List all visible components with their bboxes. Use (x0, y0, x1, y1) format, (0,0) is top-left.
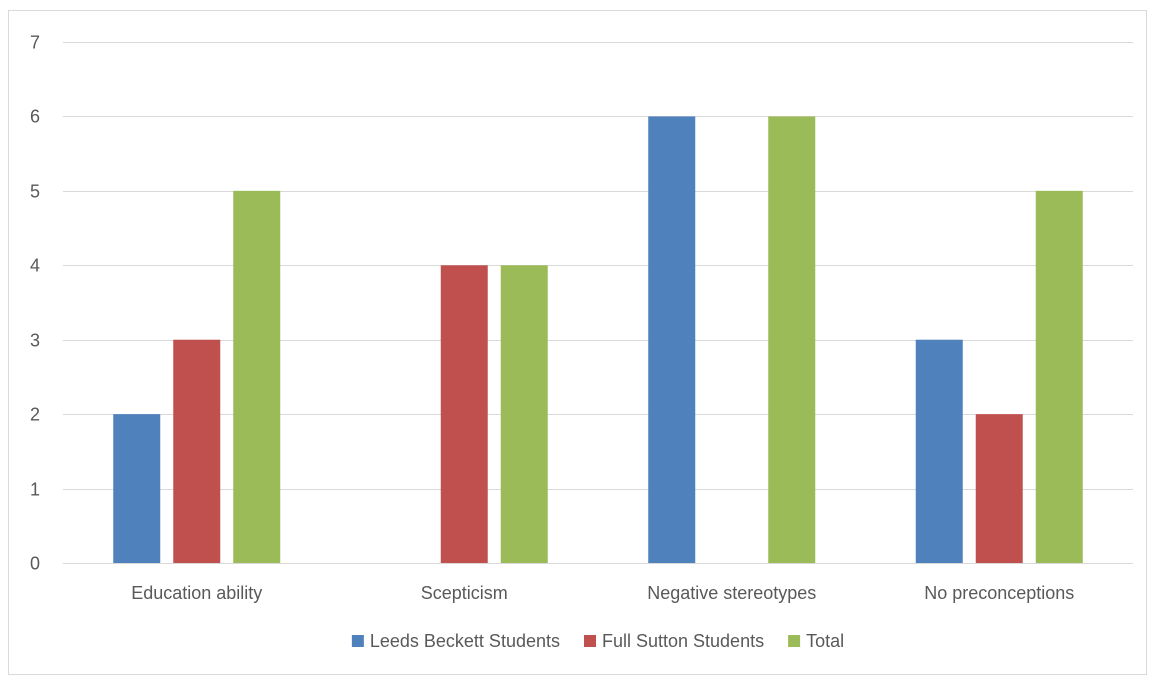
legend-swatch (351, 635, 364, 647)
bar-total-2 (768, 116, 816, 563)
bar-total-3 (1035, 190, 1083, 563)
x-axis-category-labels: Education ability Scepticism Negative ster… (131, 583, 1074, 603)
legend-item: Leeds Beckett Students (351, 631, 560, 651)
bar-leeds-beckett-students-2 (648, 116, 696, 563)
y-axis-tick-labels: 0 1 2 3 4 5 6 7 (30, 33, 40, 574)
bar-leeds-beckett-students-3 (915, 339, 963, 563)
legend-swatch (788, 635, 801, 647)
y-tick-label: 7 (30, 33, 40, 53)
bars (113, 116, 1083, 563)
x-category-label: Scepticism (421, 583, 508, 603)
y-tick-label: 2 (30, 405, 40, 425)
bar-full-sutton-students-0 (173, 339, 221, 563)
bar-leeds-beckett-students-0 (113, 414, 161, 563)
legend-item: Total (788, 631, 844, 651)
legend: Leeds Beckett Students Full Sutton Studen… (351, 631, 844, 651)
x-category-label: Negative stereotypes (647, 583, 816, 603)
legend-label: Leeds Beckett Students (370, 631, 560, 651)
x-category-label: Education ability (131, 583, 262, 603)
y-tick-label: 6 (30, 107, 40, 127)
y-tick-label: 4 (30, 256, 40, 276)
y-tick-label: 5 (30, 182, 40, 202)
bar-total-1 (500, 265, 548, 563)
bar-full-sutton-students-1 (440, 265, 488, 563)
x-category-label: No preconceptions (924, 583, 1074, 603)
y-tick-label: 3 (30, 331, 40, 351)
gridlines (63, 42, 1133, 564)
y-tick-label: 1 (30, 480, 40, 500)
y-tick-label: 0 (30, 554, 40, 574)
legend-label: Total (806, 631, 844, 651)
bar-total-0 (233, 190, 281, 563)
legend-label: Full Sutton Students (602, 631, 764, 651)
legend-swatch (583, 635, 596, 647)
legend-item: Full Sutton Students (583, 631, 764, 651)
bar-full-sutton-students-3 (975, 414, 1023, 563)
